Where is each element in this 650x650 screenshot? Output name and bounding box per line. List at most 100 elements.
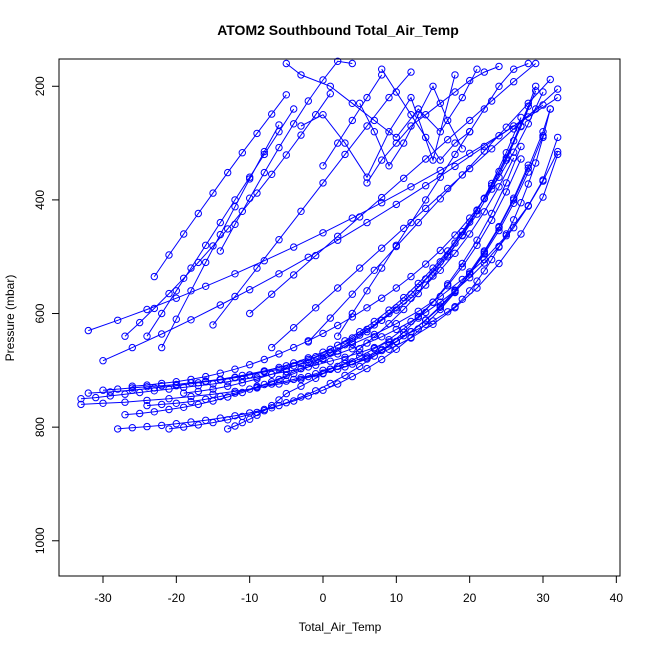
data-point	[231, 220, 239, 229]
data-point	[356, 213, 364, 221]
data-point	[466, 76, 474, 85]
data-point	[114, 385, 122, 393]
data-point	[466, 230, 474, 238]
data-point	[297, 207, 305, 216]
data-point	[495, 62, 503, 71]
data-point	[172, 399, 181, 407]
x-tick-label: -30	[94, 591, 112, 605]
data-point	[422, 204, 430, 213]
data-point	[422, 281, 430, 289]
data-point	[378, 71, 386, 79]
data-point	[260, 407, 268, 415]
data-point	[282, 91, 290, 99]
data-point	[363, 93, 371, 102]
data-point	[554, 93, 562, 102]
series-line-31	[359, 85, 463, 167]
data-point	[451, 304, 459, 312]
data-point	[260, 355, 268, 364]
data-point	[392, 345, 400, 353]
y-tick-label: 1000	[33, 527, 47, 554]
data-point	[458, 295, 466, 303]
data-point	[546, 75, 554, 84]
data-point	[290, 105, 298, 113]
data-point	[224, 225, 232, 233]
data-point	[268, 343, 276, 352]
data-point	[510, 148, 518, 156]
series-line-28	[300, 74, 456, 179]
data-point	[238, 379, 247, 387]
data-point	[180, 423, 188, 431]
data-point	[224, 425, 232, 433]
data-point	[341, 371, 349, 380]
data-point	[378, 294, 386, 302]
data-point	[172, 382, 181, 390]
data-point	[268, 401, 276, 410]
data-point	[400, 305, 408, 314]
data-point	[319, 329, 327, 338]
data-point	[480, 142, 488, 151]
data-point	[400, 293, 408, 302]
data-point	[480, 267, 488, 275]
data-point	[392, 320, 400, 328]
data-point	[436, 266, 444, 274]
y-axis: 200 400 600 800 1000	[33, 76, 60, 554]
data-point	[260, 367, 268, 376]
data-point	[451, 88, 459, 96]
data-point	[187, 287, 195, 295]
data-point	[231, 292, 239, 301]
data-point	[290, 343, 298, 352]
data-point	[458, 145, 466, 153]
data-point	[466, 218, 474, 226]
data-point	[260, 168, 268, 177]
data-point	[378, 355, 386, 364]
data-point	[400, 139, 408, 147]
data-point	[466, 270, 474, 278]
data-point	[407, 111, 415, 119]
data-point	[326, 345, 334, 353]
data-point	[216, 392, 225, 401]
y-axis-label: Pressure (mbar)	[3, 275, 17, 362]
data-point	[99, 399, 107, 407]
data-point	[150, 408, 159, 416]
data-point	[488, 255, 496, 264]
data-point	[539, 132, 547, 140]
data-point	[348, 59, 356, 68]
data-point	[158, 400, 166, 409]
data-point	[231, 270, 239, 278]
data-point	[304, 338, 312, 346]
data-point	[238, 207, 247, 216]
data-point	[312, 304, 320, 312]
data-point	[275, 363, 283, 372]
data-point	[473, 241, 481, 250]
data-point	[517, 142, 525, 151]
y-tick-label: 800	[33, 417, 47, 437]
data-point	[356, 353, 364, 361]
data-point	[209, 385, 217, 393]
data-point	[172, 420, 181, 428]
data-point	[539, 193, 547, 201]
data-point	[378, 316, 386, 324]
data-point	[385, 128, 393, 136]
data-point	[231, 412, 239, 420]
data-point	[304, 354, 312, 362]
data-point	[341, 150, 349, 159]
series-line-1	[80, 108, 551, 400]
data-point	[524, 201, 532, 210]
data-point	[495, 82, 503, 91]
data-point	[194, 421, 203, 429]
data-point	[480, 255, 488, 264]
data-point	[290, 359, 298, 367]
data-point	[495, 132, 503, 140]
data-point	[385, 306, 393, 314]
data-point	[282, 365, 290, 373]
data-point	[334, 284, 342, 292]
data-point	[429, 298, 437, 306]
data-point	[532, 82, 540, 91]
data-point	[363, 325, 371, 334]
data-point	[348, 309, 356, 318]
data-point	[407, 272, 415, 281]
data-point	[202, 395, 210, 403]
data-point	[180, 389, 188, 397]
data-point	[407, 93, 415, 102]
data-point	[348, 372, 356, 381]
